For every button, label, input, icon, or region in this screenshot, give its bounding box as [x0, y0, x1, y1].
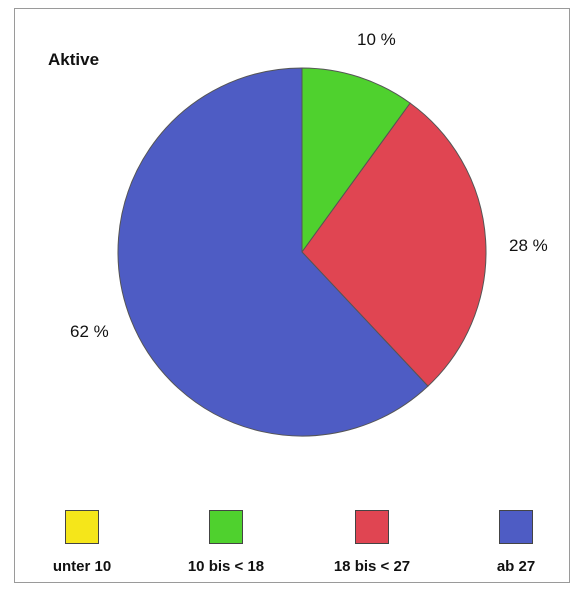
legend-label-unter-10: unter 10 — [52, 558, 112, 575]
chart-title: Aktive — [48, 50, 100, 69]
legend-swatch-ab-27 — [499, 510, 533, 544]
pie-slice-10-bis-18 — [301, 67, 411, 254]
legend-label-18-bis-27: 18 bis < 27 — [333, 558, 411, 575]
pie-slice-ab-27 — [117, 67, 429, 437]
legend-label-ab-27: ab 27 — [496, 558, 536, 575]
legend-swatch-10-bis-18 — [209, 510, 243, 544]
legend-item-unter-10: unter 10 — [22, 510, 142, 575]
legend-label-10-bis-18: 10 bis < 18 — [187, 558, 265, 575]
slice-label-ab-27: 62 % — [70, 322, 109, 341]
pie-slice-18-bis-27 — [301, 102, 487, 387]
legend-swatch-unter-10 — [65, 510, 99, 544]
legend-item-ab-27: ab 27 — [456, 510, 576, 575]
slice-label-18-bis-27: 28 % — [509, 236, 548, 255]
slice-label-10-bis-18: 10 % — [357, 30, 396, 49]
legend-item-18-bis-27: 18 bis < 27 — [312, 510, 432, 575]
legend-item-10-bis-18: 10 bis < 18 — [166, 510, 286, 575]
legend-swatch-18-bis-27 — [355, 510, 389, 544]
